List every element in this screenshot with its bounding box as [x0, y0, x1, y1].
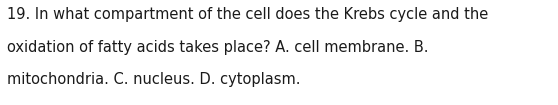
Text: mitochondria. C. nucleus. D. cytoplasm.: mitochondria. C. nucleus. D. cytoplasm.	[7, 72, 301, 87]
Text: oxidation of fatty acids takes place? A. cell membrane. B.: oxidation of fatty acids takes place? A.…	[7, 40, 429, 55]
Text: 19. In what compartment of the cell does the Krebs cycle and the: 19. In what compartment of the cell does…	[7, 7, 488, 22]
